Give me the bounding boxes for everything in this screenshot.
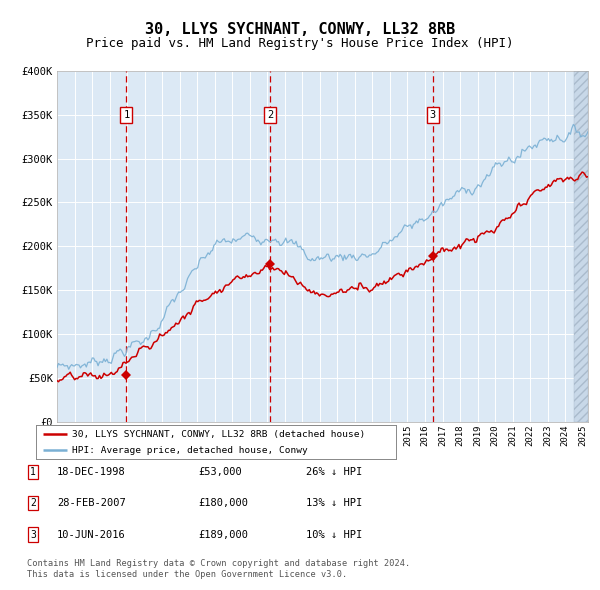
Text: £180,000: £180,000: [198, 499, 248, 508]
Text: 30, LLYS SYCHNANT, CONWY, LL32 8RB (detached house): 30, LLYS SYCHNANT, CONWY, LL32 8RB (deta…: [72, 430, 365, 439]
Text: 3: 3: [30, 530, 36, 539]
Text: 1: 1: [123, 110, 130, 120]
Text: 26% ↓ HPI: 26% ↓ HPI: [306, 467, 362, 477]
Text: £53,000: £53,000: [198, 467, 242, 477]
Text: 2: 2: [30, 499, 36, 508]
Text: 28-FEB-2007: 28-FEB-2007: [57, 499, 126, 508]
Text: 18-DEC-1998: 18-DEC-1998: [57, 467, 126, 477]
Text: 3: 3: [430, 110, 436, 120]
Text: 10% ↓ HPI: 10% ↓ HPI: [306, 530, 362, 539]
Text: Contains HM Land Registry data © Crown copyright and database right 2024.
This d: Contains HM Land Registry data © Crown c…: [27, 559, 410, 579]
Text: 1: 1: [30, 467, 36, 477]
Text: 30, LLYS SYCHNANT, CONWY, LL32 8RB: 30, LLYS SYCHNANT, CONWY, LL32 8RB: [145, 22, 455, 37]
Bar: [574, 71, 588, 422]
Text: 13% ↓ HPI: 13% ↓ HPI: [306, 499, 362, 508]
Text: £189,000: £189,000: [198, 530, 248, 539]
Text: 2: 2: [267, 110, 273, 120]
Text: Price paid vs. HM Land Registry's House Price Index (HPI): Price paid vs. HM Land Registry's House …: [86, 37, 514, 50]
Text: 10-JUN-2016: 10-JUN-2016: [57, 530, 126, 539]
Text: HPI: Average price, detached house, Conwy: HPI: Average price, detached house, Conw…: [72, 446, 308, 455]
